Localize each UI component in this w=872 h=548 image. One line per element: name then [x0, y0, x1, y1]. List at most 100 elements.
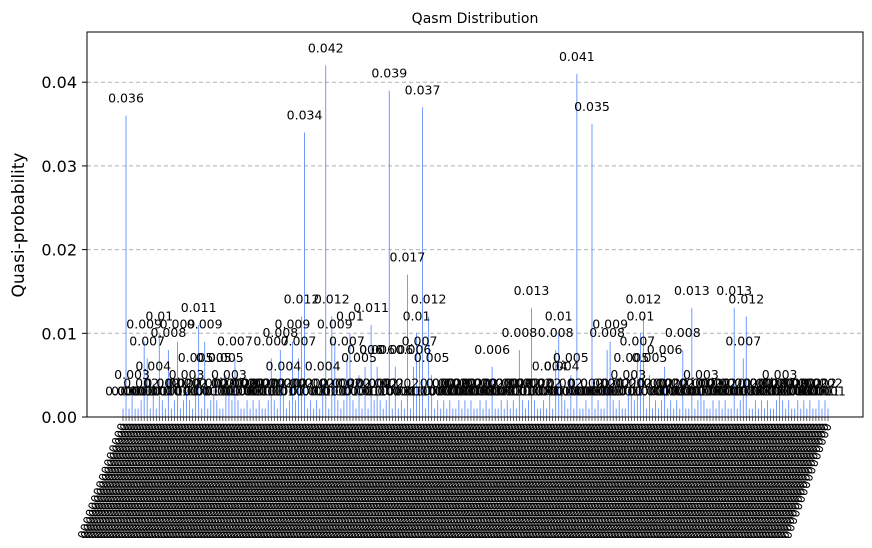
plot-frame: [86, 31, 864, 418]
bar: [210, 400, 212, 417]
bar-value-label: 0.001: [635, 384, 671, 399]
bar: [470, 400, 472, 417]
bar-value-label: 0.001: [374, 384, 410, 399]
bar: [195, 375, 197, 417]
bar: [231, 400, 233, 417]
bar: [806, 408, 808, 417]
bar-value-label: 0.002: [299, 375, 335, 390]
bar-value-label: 0.005: [178, 350, 214, 365]
bar: [697, 400, 699, 417]
bar-value-label: 0.034: [287, 107, 323, 122]
bar-value-label: 0.001: [571, 384, 607, 399]
bar: [152, 383, 154, 417]
bar-value-label: 0.001: [417, 384, 453, 399]
bar: [276, 408, 278, 417]
bar-value-label: 0.011: [181, 300, 217, 315]
bar-value-label: 0.007: [253, 333, 289, 348]
bar-value-label: 0.001: [719, 384, 755, 399]
bar-value-label: 0.001: [190, 384, 226, 399]
bar-value-label: 0.001: [747, 384, 783, 399]
bar-value-label: 0.002: [616, 375, 652, 390]
bar: [331, 316, 333, 417]
bar: [458, 400, 460, 417]
bar-value-label: 0.007: [217, 333, 253, 348]
bar: [473, 408, 475, 417]
bar-value-label: 0.001: [698, 384, 734, 399]
bar-value-label: 0.001: [223, 384, 259, 399]
bar-value-label: 0.001: [498, 384, 534, 399]
y-tick-label: 0.02: [41, 241, 77, 260]
bar-value-label: 0.002: [722, 375, 758, 390]
bar: [149, 408, 151, 417]
bar-value-label: 0.003: [169, 367, 205, 382]
bar-value-label: 0.001: [777, 384, 813, 399]
bar: [531, 308, 532, 417]
bar: [219, 408, 221, 417]
bar: [630, 375, 632, 417]
bar: [709, 408, 711, 417]
bar: [367, 408, 369, 417]
bar: [158, 333, 160, 417]
bar-value-label: 0.002: [801, 375, 837, 390]
bar: [494, 408, 496, 417]
bar-value-label: 0.002: [568, 375, 604, 390]
chart-title: Qasm Distribution: [412, 11, 539, 27]
bar: [201, 408, 203, 417]
bar: [391, 408, 393, 417]
bar-value-label: 0.001: [583, 384, 619, 399]
bar-value-label: 0.002: [526, 375, 562, 390]
bar-value-label: 0.001: [435, 384, 471, 399]
bar: [518, 350, 520, 417]
bar-value-label: 0.002: [241, 375, 277, 390]
bar-value-label: 0.002: [468, 375, 504, 390]
bar: [579, 408, 581, 417]
bar-value-label: 0.003: [610, 367, 646, 382]
bar: [261, 408, 263, 417]
bar-value-label: 0.001: [202, 384, 238, 399]
bar-value-label: 0.001: [429, 384, 465, 399]
bar-value-label: 0.001: [132, 384, 168, 399]
bar: [298, 358, 299, 417]
bar: [497, 408, 499, 417]
bar-value-label: 0.001: [492, 384, 528, 399]
bar-value-label: 0.01: [545, 308, 573, 323]
bar-value-label: 0.013: [716, 283, 752, 298]
bar: [328, 408, 330, 417]
bar-value-label: 0.01: [626, 308, 654, 323]
bar: [506, 400, 508, 417]
bar-value-label: 0.002: [644, 375, 680, 390]
bar-value-label: 0.009: [187, 317, 223, 332]
bar: [237, 400, 239, 417]
bar-value-label: 0.002: [447, 375, 483, 390]
bar: [591, 124, 593, 417]
bar-value-label: 0.001: [710, 384, 746, 399]
bar: [122, 408, 124, 417]
bar-value-label: 0.003: [211, 367, 247, 382]
bar-value-label: 0.002: [547, 375, 583, 390]
bar: [143, 341, 145, 417]
bar-value-label: 0.001: [789, 384, 825, 399]
grid-lines: [87, 81, 863, 334]
bar: [537, 408, 538, 417]
bar: [137, 408, 139, 417]
bar: [558, 333, 560, 417]
bar: [661, 400, 663, 417]
bar-value-label: 0.007: [281, 333, 317, 348]
bar-value-label: 0.001: [302, 384, 338, 399]
bar-value-label: 0.001: [184, 384, 220, 399]
bar: [703, 400, 705, 417]
bar: [273, 400, 275, 417]
bar: [757, 408, 759, 417]
bar: [715, 408, 717, 417]
bar-value-label: 0.001: [629, 384, 665, 399]
bar-value-label: 0.009: [592, 317, 628, 332]
bar-value-label: 0.004: [544, 359, 580, 374]
bar-value-label: 0.002: [792, 375, 828, 390]
bar: [491, 366, 493, 417]
bar-value-label: 0.001: [338, 384, 374, 399]
bar-value-label: 0.001: [656, 384, 692, 399]
bar: [301, 316, 302, 417]
bar-value-label: 0.001: [689, 384, 725, 399]
bar-value-label: 0.001: [268, 384, 304, 399]
bar: [791, 408, 793, 417]
